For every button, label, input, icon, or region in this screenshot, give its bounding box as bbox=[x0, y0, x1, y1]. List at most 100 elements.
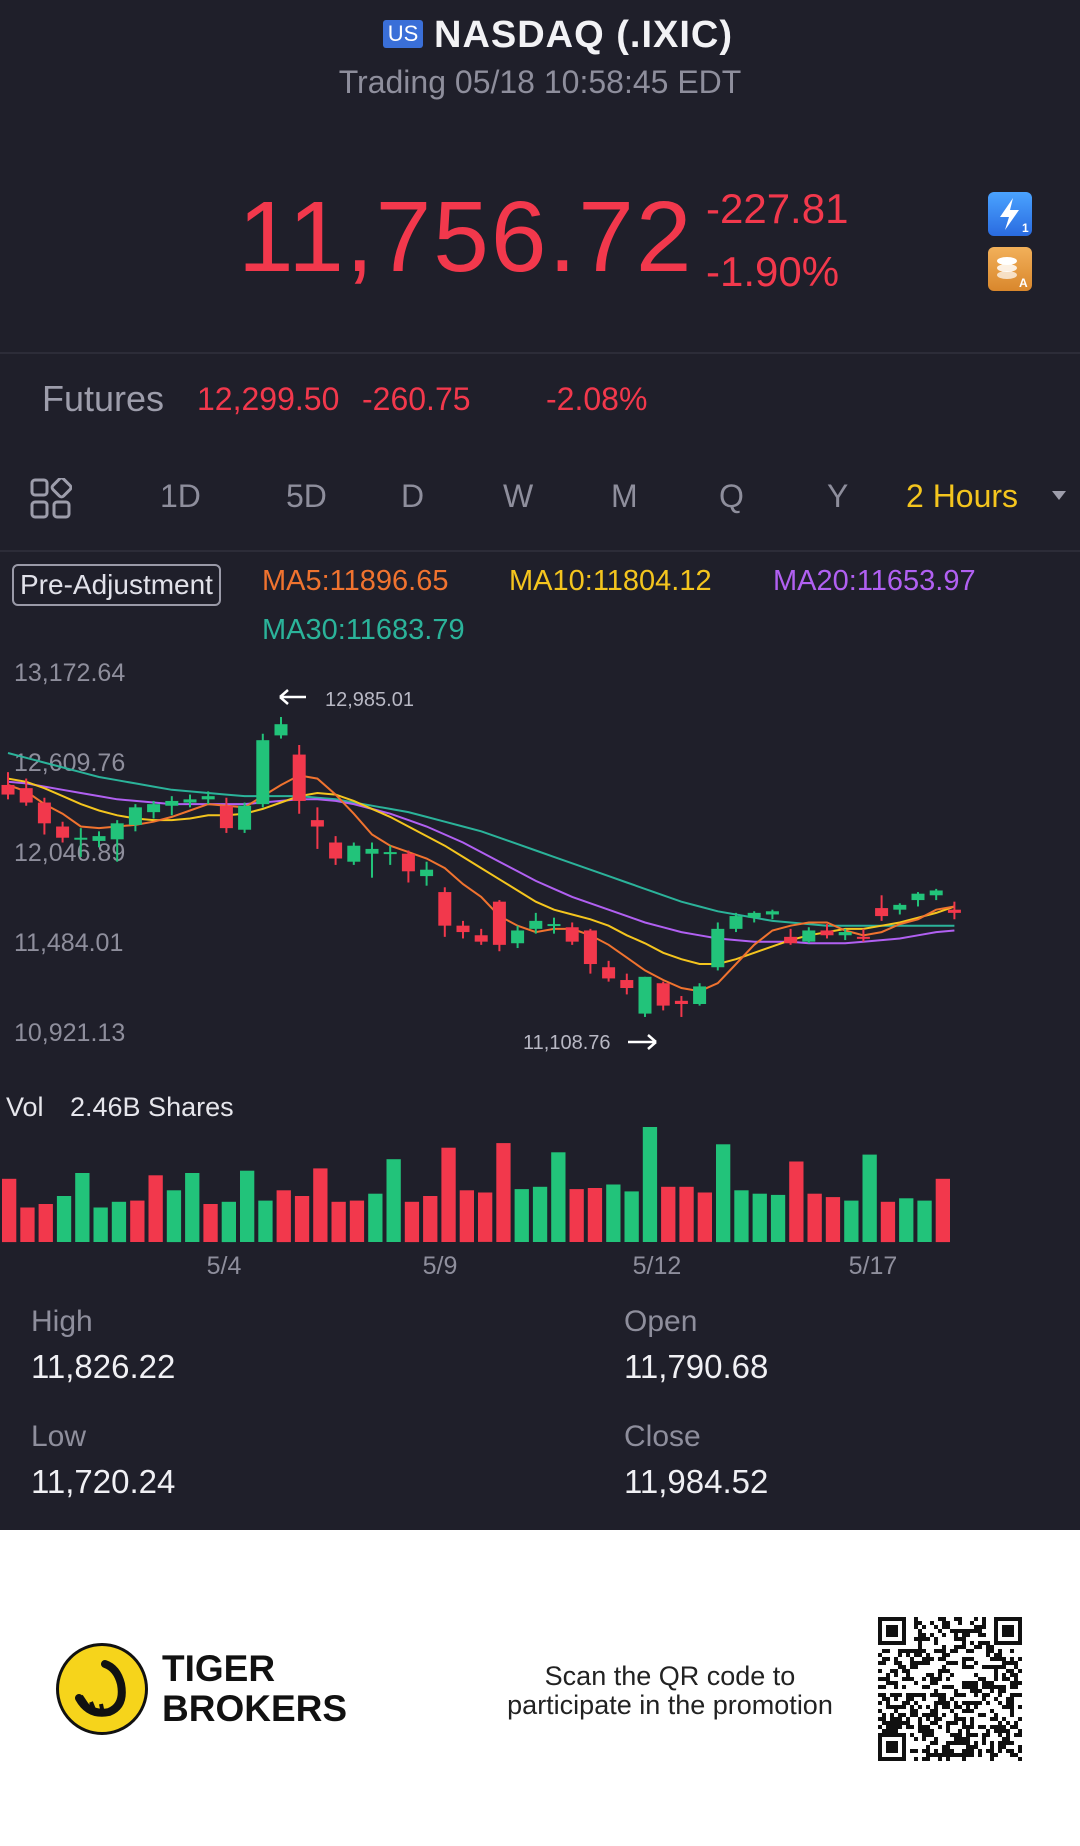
svg-text:A: A bbox=[1019, 276, 1028, 290]
qr-module bbox=[910, 1725, 914, 1729]
qr-module bbox=[898, 1693, 902, 1697]
qr-module bbox=[990, 1717, 994, 1721]
qr-module bbox=[1006, 1721, 1010, 1725]
tab-quarter[interactable]: Q bbox=[719, 478, 744, 514]
candle-body bbox=[128, 807, 142, 825]
qr-module bbox=[910, 1713, 914, 1717]
stack-icon[interactable]: A bbox=[988, 247, 1032, 291]
tab-5d[interactable]: 5D bbox=[286, 478, 327, 514]
qr-module bbox=[930, 1621, 934, 1625]
divider bbox=[0, 352, 1080, 354]
pre-adjustment-toggle[interactable]: Pre-Adjustment bbox=[12, 564, 221, 606]
qr-module bbox=[998, 1693, 1002, 1697]
qr-module bbox=[890, 1713, 894, 1717]
volume-bar bbox=[349, 1200, 365, 1242]
tab-week[interactable]: W bbox=[503, 478, 534, 514]
qr-module bbox=[1014, 1673, 1018, 1677]
tab-day[interactable]: D bbox=[401, 478, 425, 514]
qr-module bbox=[966, 1649, 970, 1653]
qr-module bbox=[990, 1757, 994, 1761]
qr-module bbox=[886, 1673, 890, 1677]
qr-module bbox=[946, 1721, 950, 1725]
qr-module bbox=[882, 1649, 886, 1653]
qr-module bbox=[1010, 1661, 1014, 1665]
qr-module bbox=[878, 1677, 882, 1681]
qr-module bbox=[974, 1673, 978, 1677]
qr-module bbox=[998, 1689, 1002, 1693]
qr-module bbox=[926, 1753, 930, 1757]
qr-module bbox=[1006, 1697, 1010, 1701]
qr-code-icon bbox=[876, 1615, 1024, 1763]
qr-module bbox=[898, 1649, 902, 1653]
candle-body bbox=[365, 848, 379, 854]
grid-icon[interactable] bbox=[30, 476, 73, 525]
volume-bar bbox=[148, 1175, 163, 1242]
qr-module bbox=[890, 1681, 894, 1685]
qr-module bbox=[946, 1653, 950, 1657]
qr-module bbox=[1018, 1757, 1022, 1761]
qr-module bbox=[970, 1629, 974, 1633]
qr-module bbox=[954, 1733, 958, 1737]
qr-module bbox=[894, 1729, 898, 1733]
qr-module bbox=[958, 1621, 962, 1625]
qr-module bbox=[954, 1633, 958, 1637]
qr-module bbox=[1010, 1705, 1014, 1709]
qr-module bbox=[978, 1689, 982, 1693]
qr-module bbox=[998, 1665, 1002, 1669]
qr-module bbox=[1002, 1729, 1006, 1733]
qr-module bbox=[882, 1697, 886, 1701]
qr-module bbox=[926, 1713, 930, 1717]
qr-module bbox=[922, 1693, 926, 1697]
qr-module bbox=[954, 1721, 958, 1725]
qr-module bbox=[946, 1705, 950, 1709]
qr-module bbox=[998, 1721, 1002, 1725]
qr-module bbox=[970, 1649, 974, 1653]
volume-bar bbox=[56, 1196, 72, 1242]
high-annotation: 12,985.01 bbox=[325, 689, 414, 711]
qr-module bbox=[958, 1717, 962, 1721]
qr-module bbox=[878, 1685, 882, 1689]
tab-month[interactable]: M bbox=[611, 478, 638, 514]
qr-module bbox=[894, 1657, 898, 1661]
qr-module bbox=[942, 1693, 946, 1697]
tab-1d[interactable]: 1D bbox=[160, 478, 201, 514]
candle-body bbox=[37, 802, 51, 824]
qr-module bbox=[914, 1665, 918, 1669]
qr-module bbox=[990, 1657, 994, 1661]
tab-2-hours[interactable]: 2 Hours bbox=[906, 478, 1019, 514]
qr-module bbox=[994, 1713, 998, 1717]
qr-module bbox=[910, 1665, 914, 1669]
qr-module bbox=[878, 1669, 882, 1673]
candle-body bbox=[456, 925, 470, 933]
brand-name-line2: BROKERS bbox=[162, 1688, 348, 1729]
qr-module bbox=[894, 1661, 898, 1665]
volume-bar bbox=[807, 1193, 822, 1242]
close-label: Close bbox=[624, 1420, 701, 1453]
qr-module bbox=[954, 1753, 958, 1757]
candle-body bbox=[256, 740, 270, 805]
qr-module bbox=[970, 1709, 974, 1713]
qr-module bbox=[962, 1737, 966, 1741]
chevron-down-icon[interactable] bbox=[1050, 488, 1068, 507]
qr-module bbox=[974, 1693, 978, 1697]
qr-module bbox=[942, 1745, 946, 1749]
qr-module bbox=[902, 1713, 906, 1717]
qr-module bbox=[942, 1685, 946, 1689]
qr-module bbox=[966, 1753, 970, 1757]
qr-module bbox=[986, 1729, 990, 1733]
qr-module bbox=[994, 1673, 998, 1677]
qr-module bbox=[1014, 1681, 1018, 1685]
qr-module bbox=[970, 1753, 974, 1757]
qr-module bbox=[1018, 1669, 1022, 1673]
ma30-line bbox=[7, 752, 955, 927]
trading-status: Trading 05/18 10:58:45 EDT bbox=[338, 64, 742, 100]
qr-module bbox=[990, 1745, 994, 1749]
qr-module bbox=[934, 1753, 938, 1757]
candle-body bbox=[438, 892, 452, 926]
flash-icon[interactable]: 1 bbox=[988, 192, 1032, 236]
qr-module bbox=[934, 1749, 938, 1753]
tab-year[interactable]: Y bbox=[827, 478, 849, 514]
candle-body bbox=[165, 800, 179, 806]
qr-module bbox=[934, 1713, 938, 1717]
candlestick-chart[interactable]: 13,172.64 12,609.76 12,046.89 11,484.01 10,9… bbox=[0, 640, 1080, 1290]
